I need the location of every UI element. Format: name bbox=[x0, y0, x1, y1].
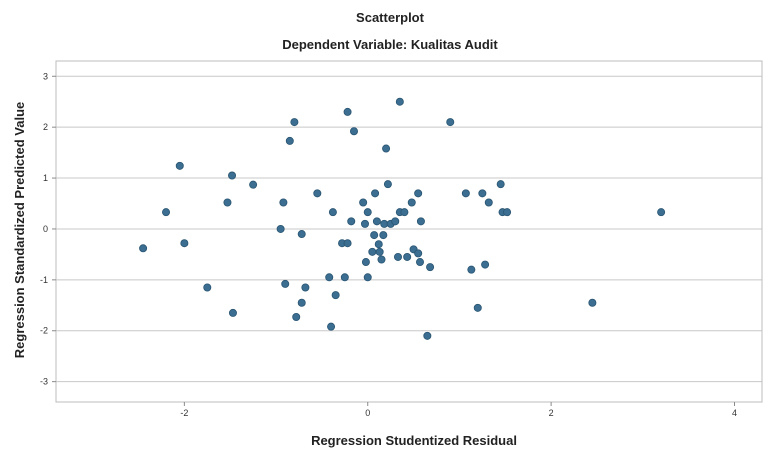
data-point bbox=[363, 208, 372, 217]
data-point bbox=[343, 107, 352, 116]
data-point bbox=[331, 291, 340, 300]
data-point bbox=[347, 217, 356, 226]
data-point bbox=[416, 258, 425, 267]
data-point bbox=[375, 247, 384, 256]
data-point bbox=[285, 136, 294, 145]
data-point bbox=[343, 239, 352, 248]
data-point bbox=[374, 240, 383, 249]
data-point bbox=[496, 180, 505, 189]
data-points bbox=[139, 97, 666, 340]
data-point bbox=[281, 279, 290, 288]
data-point bbox=[180, 239, 189, 248]
data-point bbox=[473, 303, 482, 312]
data-point bbox=[359, 198, 368, 207]
data-point bbox=[503, 208, 512, 217]
data-point bbox=[328, 208, 337, 217]
data-point bbox=[313, 189, 322, 198]
gridlines bbox=[56, 75, 762, 383]
data-point bbox=[340, 273, 349, 282]
data-point bbox=[414, 249, 423, 258]
x-tick-label: -2 bbox=[180, 408, 188, 418]
data-point bbox=[481, 260, 490, 269]
y-axis-label: Regression Standardized Predicted Value bbox=[12, 102, 27, 358]
data-point bbox=[363, 273, 372, 282]
data-point bbox=[588, 298, 597, 307]
x-axis: -2 0 2 4 bbox=[180, 402, 737, 418]
data-point bbox=[416, 217, 425, 226]
data-point bbox=[382, 144, 391, 153]
data-point bbox=[290, 118, 299, 127]
data-point bbox=[657, 208, 666, 217]
data-point bbox=[372, 217, 381, 226]
data-point bbox=[383, 180, 392, 189]
y-tick-label: 0 bbox=[43, 224, 48, 234]
data-point bbox=[400, 208, 409, 217]
data-point bbox=[403, 252, 412, 261]
y-axis: -3 -2 -1 0 1 2 3 bbox=[40, 71, 56, 387]
data-point bbox=[203, 283, 212, 292]
x-tick-label: 4 bbox=[732, 408, 737, 418]
y-tick-label: 1 bbox=[43, 173, 48, 183]
data-point bbox=[175, 161, 184, 170]
data-point bbox=[446, 118, 455, 127]
chart-title: Scatterplot bbox=[356, 10, 425, 25]
plot-area-frame bbox=[55, 60, 763, 403]
x-tick-label: 0 bbox=[365, 408, 370, 418]
y-tick-label: -1 bbox=[40, 275, 48, 285]
data-point bbox=[349, 127, 358, 136]
data-point bbox=[325, 273, 334, 282]
data-point bbox=[395, 97, 404, 106]
data-point bbox=[467, 265, 476, 274]
data-point bbox=[360, 219, 369, 228]
y-tick-label: 2 bbox=[43, 122, 48, 132]
data-point bbox=[361, 258, 370, 267]
data-point bbox=[379, 231, 388, 240]
data-point bbox=[297, 230, 306, 239]
x-tick-label: 2 bbox=[549, 408, 554, 418]
data-point bbox=[484, 198, 493, 207]
data-point bbox=[292, 313, 301, 322]
data-point bbox=[139, 244, 148, 253]
data-point bbox=[391, 217, 400, 226]
data-point bbox=[377, 255, 386, 264]
data-point bbox=[368, 247, 377, 256]
data-point bbox=[223, 198, 232, 207]
data-point bbox=[461, 189, 470, 198]
chart-subtitle: Dependent Variable: Kualitas Audit bbox=[282, 37, 498, 52]
data-point bbox=[393, 252, 402, 261]
data-point bbox=[228, 308, 237, 317]
data-point bbox=[371, 189, 380, 198]
data-point bbox=[249, 180, 258, 189]
y-tick-label: 3 bbox=[43, 71, 48, 81]
data-point bbox=[279, 198, 288, 207]
data-point bbox=[327, 322, 336, 331]
data-point bbox=[276, 224, 285, 233]
data-point bbox=[301, 283, 310, 292]
data-point bbox=[297, 298, 306, 307]
data-point bbox=[478, 189, 487, 198]
data-point bbox=[162, 208, 171, 217]
y-tick-label: -2 bbox=[40, 326, 48, 336]
y-tick-label: -3 bbox=[40, 377, 48, 387]
data-point bbox=[426, 263, 435, 272]
data-point bbox=[407, 198, 416, 207]
data-point bbox=[370, 231, 379, 240]
data-point bbox=[423, 331, 432, 340]
data-point bbox=[414, 189, 423, 198]
x-axis-label: Regression Studentized Residual bbox=[311, 433, 517, 448]
data-point bbox=[228, 171, 237, 180]
